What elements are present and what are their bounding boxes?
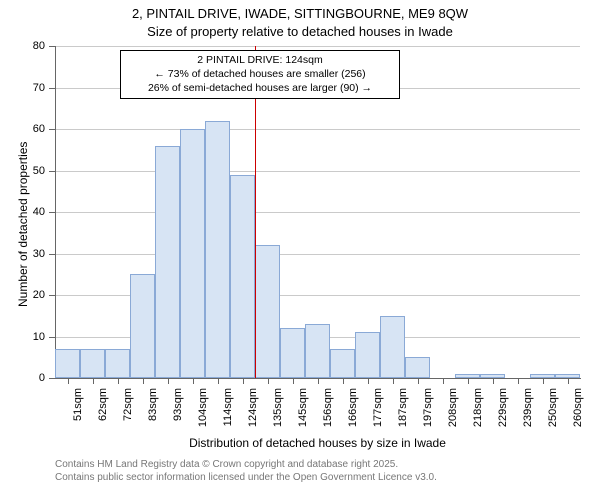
histogram-bar	[80, 349, 105, 378]
annotation-box: 2 PINTAIL DRIVE: 124sqm← 73% of detached…	[120, 50, 400, 99]
x-tick-label: 114sqm	[222, 388, 234, 438]
y-tick	[49, 254, 55, 255]
x-tick-label: 250sqm	[547, 388, 559, 438]
y-tick-label: 20	[0, 289, 45, 301]
y-gridline	[55, 171, 580, 172]
histogram-bar	[255, 245, 280, 378]
histogram-bar	[55, 349, 80, 378]
y-tick-label: 70	[0, 82, 45, 94]
histogram-bar	[280, 328, 305, 378]
x-tick-label: 239sqm	[522, 388, 534, 438]
y-tick	[49, 295, 55, 296]
x-tick-label: 51sqm	[72, 388, 84, 438]
chart-title-line1: 2, PINTAIL DRIVE, IWADE, SITTINGBOURNE, …	[0, 6, 600, 21]
y-tick	[49, 46, 55, 47]
histogram-bar	[405, 357, 430, 378]
x-tick	[343, 378, 344, 384]
x-tick-label: 166sqm	[347, 388, 359, 438]
x-tick-label: 104sqm	[197, 388, 209, 438]
x-tick-label: 197sqm	[422, 388, 434, 438]
x-tick	[568, 378, 569, 384]
x-tick	[118, 378, 119, 384]
x-tick-label: 218sqm	[472, 388, 484, 438]
y-tick-label: 60	[0, 123, 45, 135]
x-tick	[243, 378, 244, 384]
x-tick	[468, 378, 469, 384]
histogram-bar	[130, 274, 155, 378]
y-tick	[49, 378, 55, 379]
histogram-bar	[155, 146, 180, 378]
x-tick-label: 93sqm	[172, 388, 184, 438]
x-tick-label: 135sqm	[272, 388, 284, 438]
x-tick	[493, 378, 494, 384]
y-tick-label: 30	[0, 248, 45, 260]
x-axis-label: Distribution of detached houses by size …	[55, 436, 580, 450]
y-tick	[49, 88, 55, 89]
y-tick-label: 40	[0, 206, 45, 218]
x-tick	[443, 378, 444, 384]
x-tick	[293, 378, 294, 384]
annotation-line1: 2 PINTAIL DRIVE: 124sqm	[127, 53, 393, 67]
x-tick	[268, 378, 269, 384]
histogram-bar	[330, 349, 355, 378]
x-tick	[68, 378, 69, 384]
x-tick-label: 62sqm	[97, 388, 109, 438]
x-tick-label: 177sqm	[372, 388, 384, 438]
x-tick	[168, 378, 169, 384]
x-tick	[393, 378, 394, 384]
histogram-bar	[355, 332, 380, 378]
x-tick	[318, 378, 319, 384]
y-gridline	[55, 254, 580, 255]
y-tick	[49, 337, 55, 338]
histogram-bar	[180, 129, 205, 378]
x-tick-label: 229sqm	[497, 388, 509, 438]
annotation-line2: ← 73% of detached houses are smaller (25…	[127, 67, 393, 81]
x-tick-label: 72sqm	[122, 388, 134, 438]
histogram-bar	[205, 121, 230, 378]
y-tick-label: 0	[0, 372, 45, 384]
histogram-chart: 2, PINTAIL DRIVE, IWADE, SITTINGBOURNE, …	[0, 0, 600, 500]
x-tick	[193, 378, 194, 384]
histogram-bar	[230, 175, 255, 378]
attribution-line2: Contains public sector information licen…	[55, 471, 437, 484]
chart-title-line2: Size of property relative to detached ho…	[0, 24, 600, 39]
y-tick-label: 10	[0, 331, 45, 343]
x-tick	[543, 378, 544, 384]
x-tick	[368, 378, 369, 384]
x-tick	[518, 378, 519, 384]
y-gridline	[55, 129, 580, 130]
y-tick-label: 80	[0, 40, 45, 52]
x-tick	[218, 378, 219, 384]
y-tick-label: 50	[0, 165, 45, 177]
x-tick	[93, 378, 94, 384]
histogram-bar	[305, 324, 330, 378]
x-tick-label: 124sqm	[247, 388, 259, 438]
attribution-text: Contains HM Land Registry data © Crown c…	[55, 458, 437, 484]
y-tick	[49, 212, 55, 213]
x-tick-label: 156sqm	[322, 388, 334, 438]
y-gridline	[55, 46, 580, 47]
x-tick-label: 187sqm	[397, 388, 409, 438]
x-tick-label: 260sqm	[572, 388, 584, 438]
y-gridline	[55, 212, 580, 213]
y-tick	[49, 129, 55, 130]
x-tick	[418, 378, 419, 384]
x-tick	[143, 378, 144, 384]
y-tick	[49, 171, 55, 172]
histogram-bar	[380, 316, 405, 378]
annotation-line3: 26% of semi-detached houses are larger (…	[127, 81, 393, 95]
histogram-bar	[105, 349, 130, 378]
x-tick-label: 208sqm	[447, 388, 459, 438]
x-tick-label: 145sqm	[297, 388, 309, 438]
attribution-line1: Contains HM Land Registry data © Crown c…	[55, 458, 437, 471]
x-tick-label: 83sqm	[147, 388, 159, 438]
